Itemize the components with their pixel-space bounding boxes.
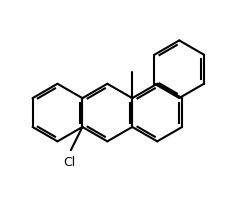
Text: Cl: Cl xyxy=(63,156,76,169)
